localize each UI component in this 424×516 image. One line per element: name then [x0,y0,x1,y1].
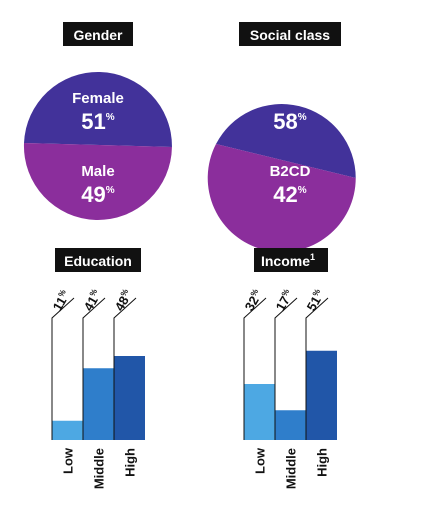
pie-value-b2cd: 42% [273,182,306,207]
category-label-low: Low [253,447,268,474]
category-label-high: High [123,448,138,477]
education-title-chip: Education [55,248,141,272]
bar-middle [275,410,306,440]
pie-value-male: 49% [81,182,114,207]
bar-value-label-middle: 41% [81,287,105,313]
leader-line-middle [274,297,298,440]
category-label-high: High [315,448,330,477]
social-class-pie: AB1 58% B2CD 42% [207,90,356,252]
leader-line-low [51,297,75,440]
category-label-low: Low [61,447,76,474]
pie-label-male: Male [81,163,114,180]
bar-value-label-high: 48% [112,287,136,313]
education-bar-chart: 11% Low 41% Middle 48% High [50,287,145,489]
pie-label-female: Female [72,90,124,107]
leader-line-high [113,297,137,440]
gender-pie: Female 51% Male 49% [23,71,172,220]
income-title: Income1 [261,252,315,269]
pie-value-ab1: 58% [273,109,306,134]
income-title-chip: Income1 [254,248,328,272]
leader-line-low [243,297,267,440]
gender-title: Gender [73,27,123,43]
category-label-middle: Middle [284,448,299,489]
pie-value-female: 51% [81,109,114,134]
category-label-middle: Middle [92,448,107,489]
gender-title-chip: Gender [63,22,133,46]
education-title: Education [64,253,132,269]
bar-value-label-high: 51% [304,287,328,313]
pie-label-ab1: AB1 [275,90,305,107]
bar-high [114,356,145,440]
social-class-title: Social class [250,27,330,43]
social-class-title-chip: Social class [239,22,341,46]
bar-low [244,384,275,440]
bar-value-label-low: 11% [50,288,73,314]
pie-slice-b2cd [207,144,356,252]
pie-slice-ab1 [216,103,356,178]
pie-slice-male [23,143,172,220]
bar-middle [83,368,114,440]
bar-high [306,350,337,440]
leader-line-middle [82,297,106,440]
bar-low [52,420,83,440]
bar-value-label-low: 32% [242,287,266,313]
income-bar-chart: 32% Low 17% Middle 51% High [242,287,337,489]
pie-slice-female [24,71,172,147]
pie-label-b2cd: B2CD [270,163,311,180]
leader-line-high [305,297,329,440]
bar-value-label-middle: 17% [273,287,297,313]
